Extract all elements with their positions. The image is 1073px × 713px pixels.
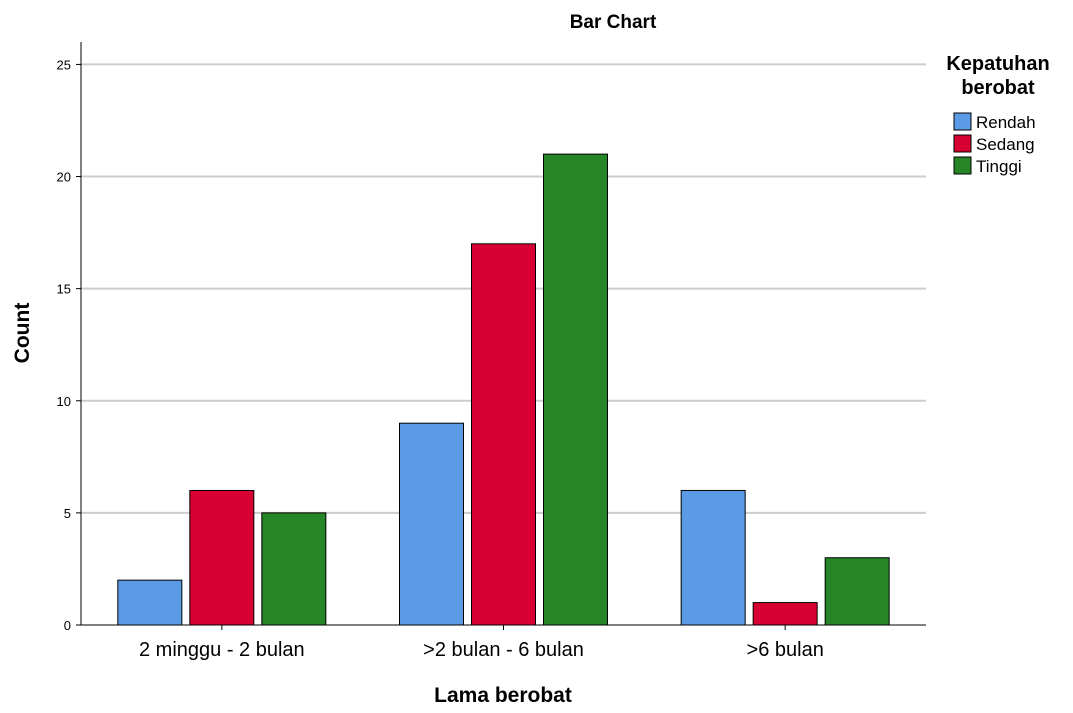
legend-label-tinggi: Tinggi: [976, 157, 1022, 176]
legend-title-line-2: berobat: [961, 77, 1035, 99]
y-tick-label: 0: [64, 618, 71, 633]
y-axis-ticks: 0 5 10 15 20 25: [57, 57, 81, 633]
x-tick-label: >2 bulan - 6 bulan: [423, 639, 584, 661]
legend: Kepatuhan berobat Rendah Sedang Tinggi: [946, 53, 1049, 176]
legend-swatch-tinggi: [953, 156, 972, 175]
bar-sedang-2: [471, 243, 536, 626]
legend-label-rendah: Rendah: [976, 113, 1036, 132]
bar-tinggi-1: [261, 512, 327, 626]
x-tick-label: 2 minggu - 2 bulan: [139, 639, 305, 661]
x-axis-title: Lama berobat: [434, 684, 572, 707]
legend-title-line-1: Kepatuhan: [946, 53, 1049, 75]
legend-swatch-rendah: [953, 112, 972, 131]
bar-tinggi-2: [543, 153, 608, 626]
bar-sedang-1: [189, 489, 255, 626]
y-axis-title: Count: [11, 303, 34, 364]
legend-label-sedang: Sedang: [976, 135, 1035, 154]
bar-tinggi-3: [824, 557, 890, 626]
bar-rendah-2: [399, 422, 464, 626]
y-tick-label: 25: [57, 57, 71, 72]
y-tick-label: 15: [57, 282, 71, 297]
legend-items: Rendah Sedang Tinggi: [953, 112, 1036, 176]
y-tick-label: 5: [64, 506, 71, 521]
bar-rendah-3: [680, 489, 746, 626]
bar-sedang-3: [752, 602, 818, 626]
y-tick-label: 10: [57, 394, 71, 409]
bar-rendah-1: [117, 579, 183, 626]
legend-swatch-sedang: [953, 134, 972, 153]
bars: [117, 153, 890, 626]
x-axis-ticks: 2 minggu - 2 bulan >2 bulan - 6 bulan >6 b…: [139, 625, 824, 661]
chart-title: Bar Chart: [570, 12, 657, 33]
x-tick-label: >6 bulan: [747, 639, 824, 661]
y-tick-label: 20: [57, 170, 71, 185]
